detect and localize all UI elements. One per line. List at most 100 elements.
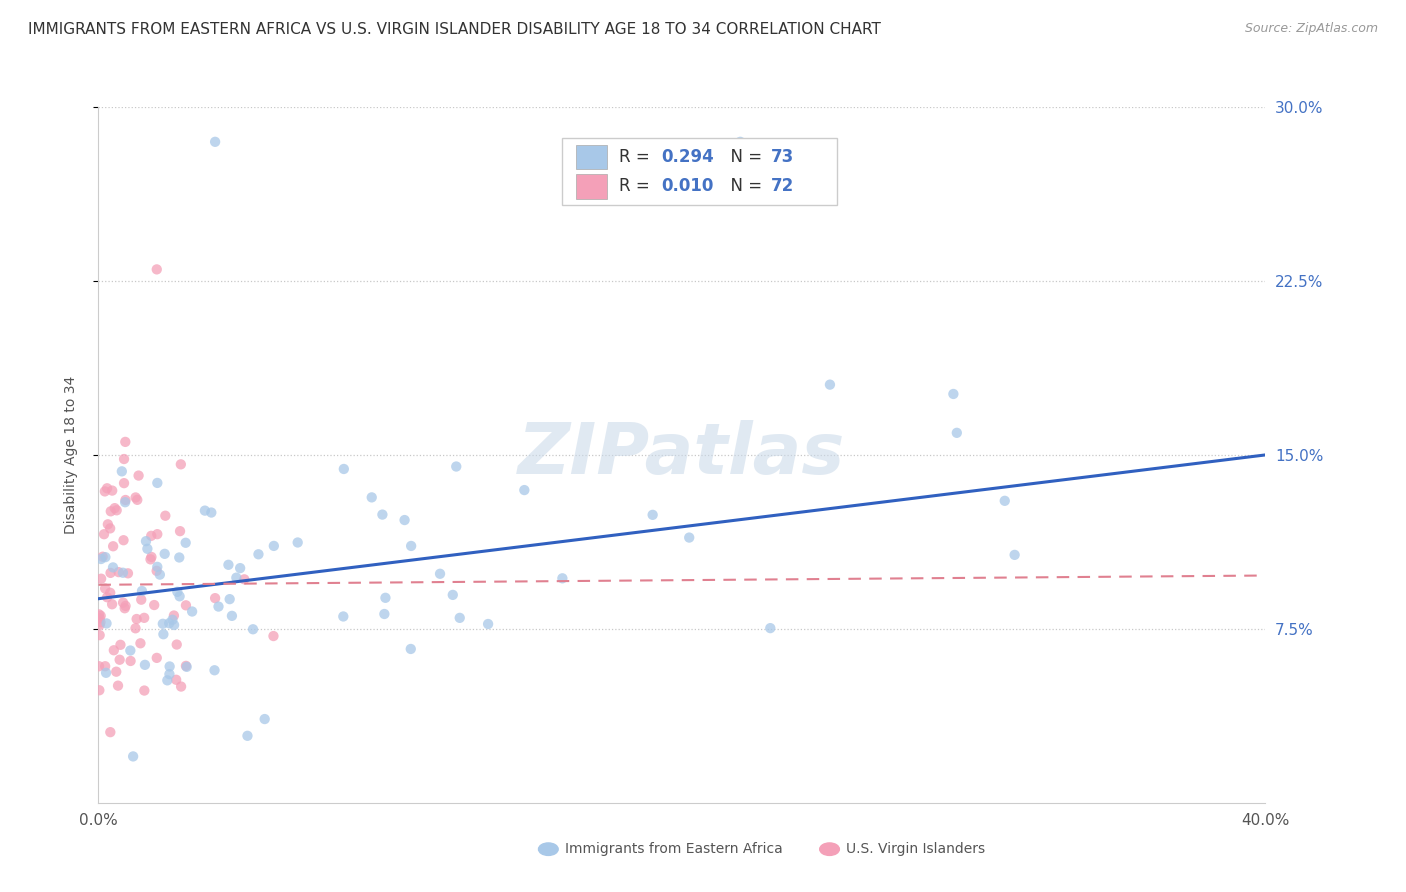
Point [128, 468, 150, 483]
Point [101, 539, 124, 553]
Point [96, 591, 118, 605]
Text: N =: N = [720, 148, 768, 166]
Text: Source: ZipAtlas.com: Source: ZipAtlas.com [1244, 22, 1378, 36]
Point [229, 561, 252, 575]
Point [157, 616, 180, 631]
Point [477, 617, 499, 632]
Point [96, 616, 118, 631]
Point [117, 566, 139, 581]
Text: R =: R = [619, 148, 655, 166]
Point [236, 729, 259, 743]
Point [124, 621, 146, 635]
Point [513, 483, 536, 497]
Point [641, 508, 664, 522]
Point [134, 611, 156, 625]
Point [101, 597, 124, 611]
Point [441, 588, 464, 602]
Point [101, 483, 124, 498]
Point [134, 657, 156, 672]
Point [114, 495, 136, 509]
Point [221, 608, 243, 623]
Text: U.S. Virgin Islanders: U.S. Virgin Islanders [846, 842, 986, 856]
Point [146, 475, 169, 490]
Point [169, 590, 191, 604]
Point [143, 598, 166, 612]
Point [90, 552, 112, 566]
Point [994, 493, 1017, 508]
Point [155, 508, 177, 523]
Point [170, 680, 193, 694]
Point [225, 571, 247, 585]
Point [103, 643, 125, 657]
Point [233, 572, 256, 586]
Point [946, 425, 969, 440]
Point [373, 607, 395, 621]
Point [262, 629, 284, 643]
Point [399, 539, 422, 553]
Point [112, 452, 135, 467]
Point [105, 503, 128, 517]
Point [181, 605, 204, 619]
Point [446, 459, 468, 474]
Point [728, 135, 751, 149]
Point [122, 749, 145, 764]
Point [112, 476, 135, 491]
Point [111, 566, 134, 580]
Point [149, 567, 172, 582]
Point [94, 550, 117, 565]
Point [204, 663, 226, 677]
Point [678, 531, 700, 545]
Point [110, 638, 132, 652]
Point [114, 601, 136, 615]
Point [91, 549, 114, 564]
Point [242, 622, 264, 636]
Point [107, 679, 129, 693]
Point [170, 458, 193, 472]
Y-axis label: Disability Age 18 to 34: Disability Age 18 to 34 [63, 376, 77, 534]
Point [333, 462, 356, 476]
Point [114, 599, 136, 613]
Point [759, 621, 782, 635]
Point [146, 651, 169, 665]
Point [156, 673, 179, 688]
Point [139, 552, 162, 566]
Point [194, 503, 217, 517]
Point [287, 535, 309, 549]
Point [449, 611, 471, 625]
Point [114, 434, 136, 449]
Point [374, 591, 396, 605]
Text: 73: 73 [770, 148, 794, 166]
Point [141, 529, 163, 543]
Point [134, 683, 156, 698]
Point [112, 533, 135, 548]
Point [120, 654, 142, 668]
Point [87, 607, 110, 622]
Point [129, 592, 152, 607]
Point [253, 712, 276, 726]
Point [163, 618, 186, 632]
Point [98, 521, 121, 535]
Text: 0.010: 0.010 [661, 178, 713, 195]
Point [94, 665, 117, 680]
Point [146, 527, 169, 541]
Point [176, 660, 198, 674]
Point [114, 493, 136, 508]
Point [141, 549, 163, 564]
Point [174, 535, 197, 549]
Point [100, 566, 122, 580]
Point [108, 653, 131, 667]
Point [204, 135, 226, 149]
Point [247, 547, 270, 561]
Point [169, 550, 191, 565]
Point [136, 541, 159, 556]
Point [105, 665, 128, 679]
Point [135, 534, 157, 549]
Point [94, 582, 117, 596]
Point [159, 659, 181, 673]
Point [153, 547, 176, 561]
Point [98, 725, 121, 739]
Text: R =: R = [619, 178, 655, 195]
Point [166, 638, 188, 652]
Point [200, 506, 222, 520]
Point [217, 558, 239, 572]
